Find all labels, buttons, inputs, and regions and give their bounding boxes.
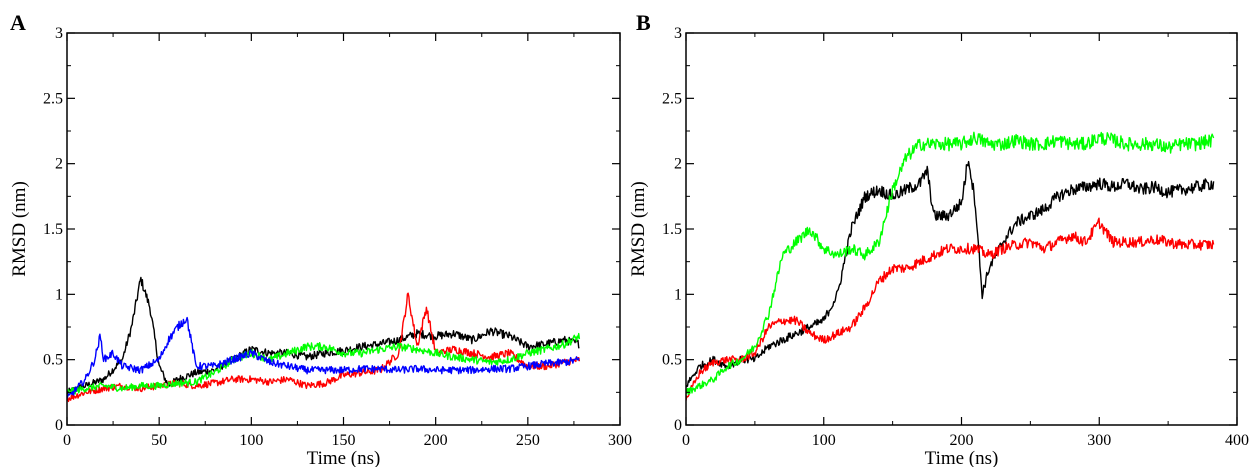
x-tick-label: 200	[424, 432, 448, 449]
panel-a-plot-area	[67, 276, 581, 403]
panel-a-series-2-line	[67, 332, 581, 395]
y-tick-label: 2.5	[43, 90, 63, 107]
x-tick-label: 300	[1087, 432, 1111, 449]
panel-b-letter: B	[636, 10, 651, 35]
panel-a-series-3-line	[67, 316, 580, 399]
panel-b-x-axis-label: Time (ns)	[925, 448, 999, 467]
x-tick-label: 100	[812, 432, 836, 449]
panel-b-ticks: 0 100 200 300 400 0 0.5 1 1.5 2 2.5 3	[662, 25, 1249, 449]
x-tick-label: 250	[516, 432, 540, 449]
panel-a-ticks: 0 50 100 150 200 250 300 0 0.5 1 1.5 2 2.5 3	[43, 25, 632, 449]
x-tick-label: 0	[682, 432, 690, 449]
panel-a-y-axis-label: RMSD (nm)	[9, 181, 30, 277]
y-tick-label: 2	[674, 156, 682, 173]
panel-a-letter: A	[10, 10, 26, 35]
panel-b-series-1-line	[686, 217, 1215, 401]
panel-b-plot-area	[686, 131, 1215, 401]
y-tick-label: 3	[674, 25, 682, 42]
y-tick-label: 0.5	[43, 352, 63, 369]
panel-a-series-0-line	[67, 276, 580, 395]
y-tick-label: 0	[55, 417, 63, 434]
panel-b: B 0 100 200 300 400 0 0.5 1 1.5 2 2.5 3 Time (ns) R…	[628, 10, 1249, 467]
x-tick-label: 150	[332, 432, 356, 449]
y-tick-label: 2	[55, 156, 63, 173]
panel-a-x-axis-label: Time (ns)	[307, 448, 381, 467]
x-tick-label: 100	[239, 432, 263, 449]
panel-b-frame	[685, 32, 1238, 426]
x-tick-label: 0	[63, 432, 71, 449]
y-tick-label: 2.5	[662, 90, 682, 107]
panel-b-series-2-line	[686, 131, 1215, 395]
y-tick-label: 1.5	[43, 221, 63, 238]
x-tick-label: 400	[1225, 432, 1249, 449]
y-tick-label: 1	[55, 286, 63, 303]
x-tick-label: 300	[608, 432, 632, 449]
y-tick-label: 0	[674, 417, 682, 434]
y-tick-label: 1	[674, 286, 682, 303]
panel-a: A 0 50 100 150 200 250 300 0 0.5 1 1.5 2 2.5 3 Time (…	[9, 10, 632, 467]
y-tick-label: 1.5	[662, 221, 682, 238]
y-tick-label: 3	[55, 25, 63, 42]
y-tick-label: 0.5	[662, 352, 682, 369]
x-tick-label: 50	[151, 432, 167, 449]
panel-b-y-axis-label: RMSD (nm)	[628, 181, 649, 277]
x-tick-label: 200	[950, 432, 974, 449]
panel-b-series-0-line	[686, 160, 1215, 388]
